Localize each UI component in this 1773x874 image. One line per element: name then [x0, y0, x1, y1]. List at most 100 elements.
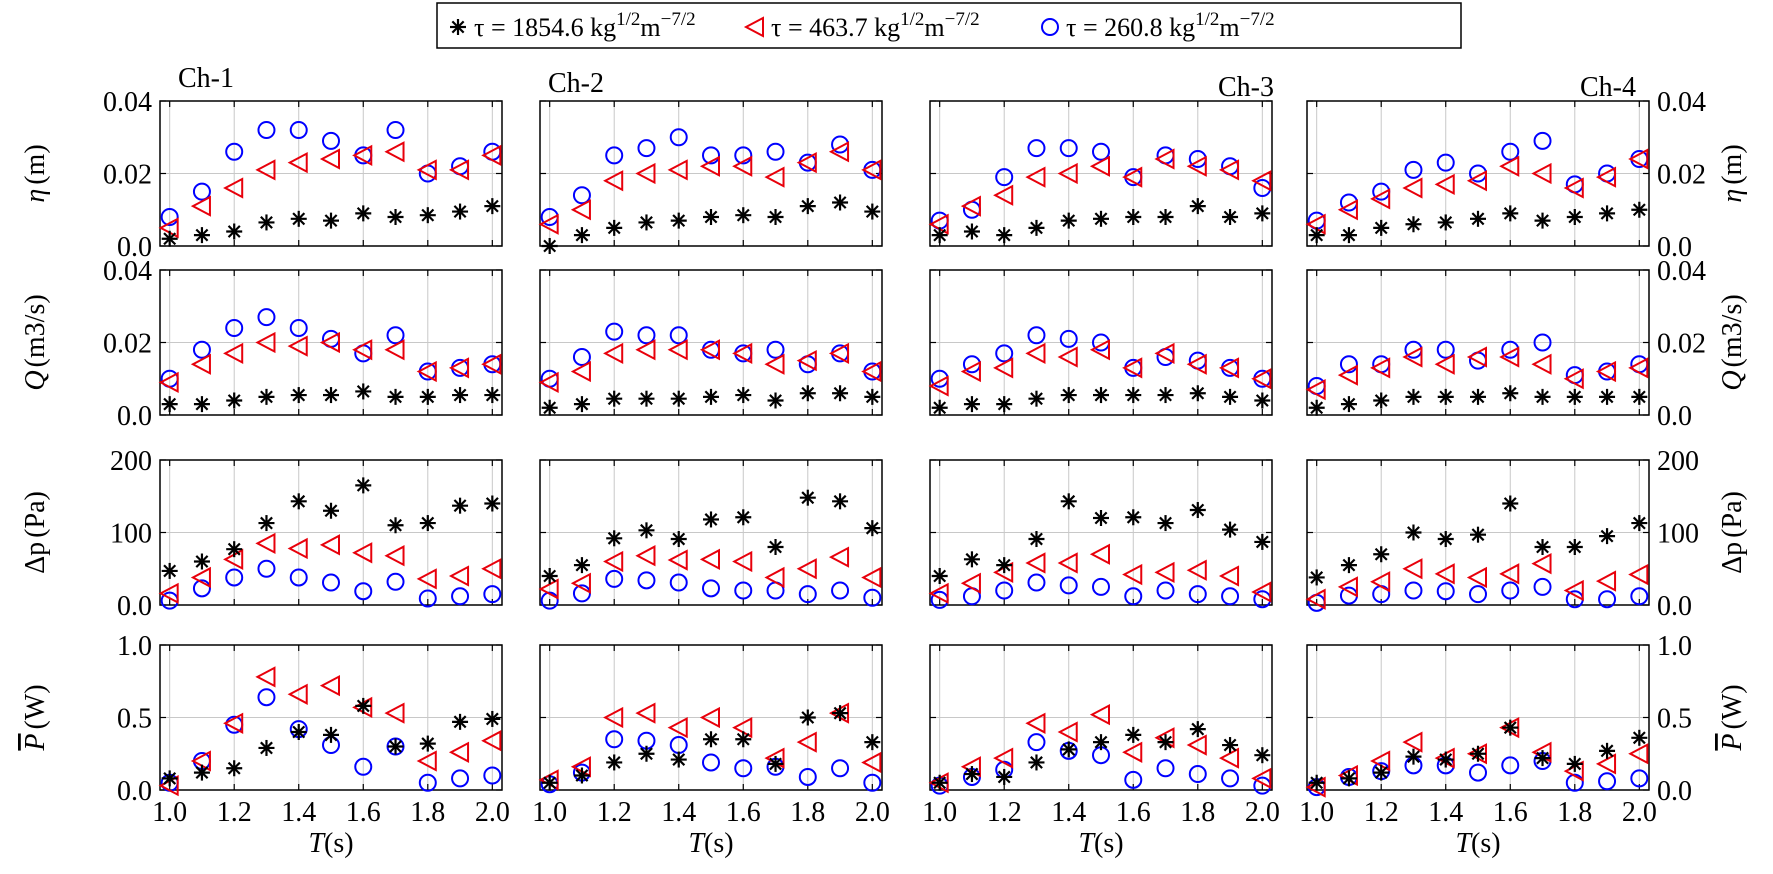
point-s2-5: [1057, 346, 1078, 368]
x-tick-label: 1.8: [410, 797, 445, 828]
point-s3-5: [1059, 576, 1078, 595]
point-s1-7: [1502, 205, 1519, 222]
point-s2-4: [255, 331, 276, 354]
point-s1-1: [161, 770, 178, 787]
point-s3-11: [483, 585, 502, 604]
point-s3-3: [995, 581, 1014, 600]
point-s2-9: [796, 349, 817, 372]
point-s1-3: [226, 223, 243, 240]
point-s1-1: [161, 562, 178, 579]
y-tick-label: 0.02: [103, 329, 152, 360]
point-s3-3: [995, 168, 1014, 187]
point-s1-4: [1405, 524, 1422, 541]
point-s1-4: [638, 390, 655, 407]
point-s1-10: [1599, 528, 1616, 545]
point-s1-3: [996, 396, 1013, 413]
point-s2-2: [1337, 364, 1358, 386]
y-axis-label: P(W): [20, 684, 51, 751]
point-s1-5: [1060, 493, 1077, 510]
point-s2-2: [570, 199, 591, 221]
point-s1-5: [1437, 531, 1454, 548]
point-s1-7: [1502, 495, 1519, 512]
point-s1-10: [832, 493, 849, 510]
point-s3-7: [734, 581, 753, 600]
point-s2-9: [1186, 353, 1207, 375]
y-axis-label: P(W): [1717, 684, 1748, 751]
point-s1-11: [1631, 388, 1648, 405]
legend-box: [436, 2, 1462, 49]
y-axis-label: Δp(Pa): [1717, 491, 1748, 574]
x-tick-label: 1.8: [1180, 797, 1215, 828]
point-s3-3: [605, 146, 624, 165]
point-s2-11: [481, 353, 502, 375]
point-s1-5: [670, 212, 687, 229]
y-tick-label: 0.0: [117, 776, 152, 807]
panel-eta-ch4: 0.0 0.02 0.04 η(m) Ch-4: [1305, 72, 1748, 263]
point-s2-3: [223, 712, 244, 734]
point-s1-2: [573, 396, 590, 413]
point-s3-9: [418, 773, 437, 792]
point-s2-2: [570, 360, 591, 383]
point-s1-1: [931, 774, 948, 791]
point-s1-7: [355, 383, 372, 400]
point-s2-11: [481, 144, 502, 167]
point-s1-9: [1189, 385, 1206, 402]
point-s2-2: [1337, 576, 1358, 598]
point-s2-5: [1057, 721, 1078, 743]
point-s2-7: [1122, 357, 1143, 379]
point-s2-4: [1402, 558, 1423, 580]
point-s1-5: [670, 531, 687, 548]
y-tick-label: 1.0: [117, 631, 152, 662]
point-s2-1: [538, 371, 559, 394]
panel-Q-ch1: 0.0 0.02 0.04 Q(m3/s): [20, 256, 503, 432]
x-tick-label: 1.0: [152, 797, 187, 828]
point-s2-3: [993, 184, 1014, 206]
point-s1-9: [799, 489, 816, 506]
x-axis-label: T(s): [1455, 828, 1500, 859]
point-s1-3: [996, 768, 1013, 785]
point-s3-4: [637, 139, 656, 158]
point-s3-5: [289, 319, 308, 337]
point-s2-10: [1218, 747, 1240, 769]
point-s1-6: [703, 731, 719, 748]
x-axis-label: T(s): [308, 828, 353, 859]
point-s1-7: [735, 387, 752, 404]
panel-dp-ch4: 0.0 100 200 Δp(Pa): [1305, 446, 1748, 622]
point-s1-2: [573, 767, 590, 784]
point-s3-7: [1124, 770, 1143, 789]
point-s1-11: [1254, 533, 1271, 550]
point-s1-5: [290, 493, 307, 510]
point-s2-2: [960, 360, 981, 383]
y-tick-label: 0.04: [103, 256, 152, 287]
point-s1-8: [1534, 539, 1551, 555]
point-s1-1: [541, 568, 558, 584]
point-s3-10: [831, 759, 850, 778]
point-s2-3: [1370, 571, 1391, 593]
panel-P-ch4: 0.0 0.5 1.0 P(W) 1.0 1.2 1.4 1.6 1.8 2.0 T(s): [1299, 631, 1748, 859]
point-s1-8: [387, 517, 404, 534]
x-tick-label: 1.0: [922, 797, 957, 828]
point-s1-5: [1437, 214, 1454, 231]
point-s1-6: [1093, 210, 1109, 227]
point-s2-3: [993, 357, 1014, 379]
point-s1-6: [323, 212, 339, 229]
point-s2-11: [861, 566, 882, 589]
point-s1-6: [323, 502, 339, 519]
point-s2-8: [1531, 553, 1552, 575]
legend-label-2: τ = 463.7 kg1/2m−7/2: [771, 9, 980, 42]
point-s1-1: [931, 399, 948, 416]
point-s3-10: [1598, 772, 1617, 791]
y-tick-label: 100: [1657, 519, 1699, 550]
point-s2-7: [732, 550, 753, 573]
point-s1-7: [1125, 387, 1142, 404]
point-s3-2: [192, 340, 211, 359]
point-s1-1: [541, 399, 558, 416]
point-s1-7: [1502, 719, 1519, 736]
point-s2-6: [1466, 170, 1487, 192]
y-axis-label: η(m): [1717, 144, 1748, 202]
y-tick-label: 0.5: [1657, 704, 1692, 735]
point-s2-10: [828, 342, 850, 365]
point-s1-10: [452, 387, 469, 404]
legend-marker-3: [1041, 18, 1059, 36]
point-s2-8: [1531, 162, 1552, 185]
